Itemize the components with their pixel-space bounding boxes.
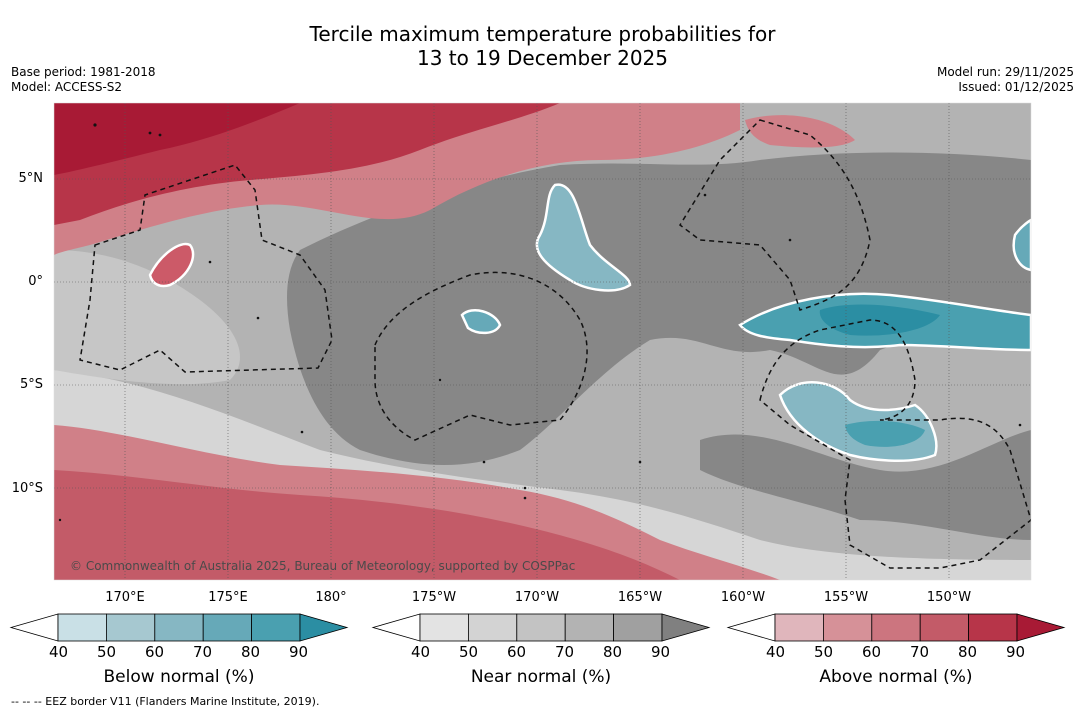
above-normal-segment xyxy=(823,613,873,642)
below-normal-segment xyxy=(57,613,107,642)
tick-below-60: 60 xyxy=(145,643,165,661)
colorbar-below-normal xyxy=(9,613,349,642)
colorbar-title-near: Near normal (%) xyxy=(470,667,612,687)
tick-near-80: 80 xyxy=(603,643,623,661)
below-normal-segment xyxy=(154,613,204,642)
lon-label-175w: 175°W xyxy=(411,590,457,605)
below-normal-central-patch xyxy=(535,183,632,292)
title-line-1: Tercile maximum temperature probabilitie… xyxy=(309,22,776,46)
lat-label-10s: 10°S xyxy=(11,481,43,496)
near-normal-extend-high xyxy=(661,613,711,642)
lon-label-170w: 170°W xyxy=(514,590,560,605)
above-normal-north-peak xyxy=(54,103,300,175)
lon-label-150w: 150°W xyxy=(926,590,972,605)
eez-footer-note: -- -- -- EEZ border V11 (Flanders Marine… xyxy=(11,695,320,708)
meta-right: Model run: 29/11/2025 Issued: 01/12/2025 xyxy=(937,65,1074,95)
above-normal-extend-high xyxy=(1016,613,1066,642)
below-normal-far-east-edge xyxy=(1012,218,1031,272)
model-name: Model: ACCESS-S2 xyxy=(11,80,123,94)
tick-above-70: 70 xyxy=(910,643,930,661)
chart-title: Tercile maximum temperature probabilitie… xyxy=(0,22,1085,70)
tick-near-90: 90 xyxy=(651,643,671,661)
lat-label-5s: 5°S xyxy=(19,377,43,392)
above-normal-segment xyxy=(871,613,921,642)
tick-above-50: 50 xyxy=(814,643,834,661)
near-normal-segment xyxy=(467,613,518,642)
tick-near-70: 70 xyxy=(555,643,575,661)
tick-below-90: 90 xyxy=(289,643,309,661)
tick-near-40: 40 xyxy=(411,643,431,661)
tick-below-80: 80 xyxy=(241,643,261,661)
map-gridlines xyxy=(54,103,1031,580)
below-normal-segment xyxy=(106,613,156,642)
lon-label-155w: 155°W xyxy=(823,590,869,605)
map-frame xyxy=(53,102,1032,581)
tick-above-90: 90 xyxy=(1006,643,1026,661)
lon-label-160w: 160°W xyxy=(720,590,766,605)
tick-above-40: 40 xyxy=(766,643,786,661)
below-normal-segment xyxy=(202,613,252,642)
above-normal-segment xyxy=(774,613,824,642)
near-normal-segment xyxy=(516,613,566,642)
above-normal-extend-low xyxy=(726,613,776,642)
below-normal-small-patch xyxy=(460,309,502,335)
near-normal-core-east xyxy=(700,430,1031,540)
near-normal-core-region xyxy=(287,152,1031,465)
base-period: Base period: 1981-2018 xyxy=(11,65,156,79)
ticks-below-normal: 40 50 60 70 80 90 40 50 60 70 80 90 40 5… xyxy=(0,643,1085,665)
below-normal-segment xyxy=(251,613,301,642)
tick-below-70: 70 xyxy=(193,643,213,661)
title-line-2: 13 to 19 December 2025 xyxy=(416,46,668,70)
below-normal-east-core xyxy=(819,304,940,336)
above-normal-island-patch xyxy=(148,242,195,288)
below-normal-extend-low xyxy=(9,613,59,642)
tick-near-50: 50 xyxy=(459,643,479,661)
lat-label-0: 0° xyxy=(28,274,43,289)
colorbar-title-below: Below normal (%) xyxy=(103,667,255,687)
colorbars-graphic xyxy=(9,613,1066,642)
near-normal-extend-low xyxy=(371,613,421,642)
lon-label-180: 180° xyxy=(315,590,347,605)
colorbar-near-normal xyxy=(371,613,711,642)
lon-label-170e: 170°E xyxy=(105,590,145,605)
above-normal-segment xyxy=(919,613,970,642)
near-normal-segment xyxy=(613,613,663,642)
issue-date: Issued: 01/12/2025 xyxy=(958,80,1074,94)
tick-below-50: 50 xyxy=(97,643,117,661)
below-normal-southeast-core xyxy=(845,420,925,447)
below-normal-extend-high xyxy=(299,613,349,642)
near-normal-light-band-west xyxy=(54,250,240,385)
near-normal-segment xyxy=(419,613,469,642)
model-run: Model run: 29/11/2025 xyxy=(936,65,1074,79)
above-normal-south-core xyxy=(54,470,680,580)
island-specks xyxy=(58,123,1022,522)
tick-near-60: 60 xyxy=(507,643,527,661)
eez-borders xyxy=(79,119,1031,569)
colorbar-above-normal xyxy=(726,613,1066,642)
lon-label-165w: 165°W xyxy=(617,590,663,605)
map-panel xyxy=(54,103,1031,580)
tick-above-60: 60 xyxy=(862,643,882,661)
near-normal-segment xyxy=(564,613,615,642)
above-normal-segment xyxy=(968,613,1018,642)
lon-label-175e: 175°E xyxy=(208,590,248,605)
tick-above-80: 80 xyxy=(958,643,978,661)
meta-left: Base period: 1981-2018 Model: ACCESS-S2 xyxy=(11,65,156,95)
lat-label-5n: 5°N xyxy=(18,171,44,186)
tick-below-40: 40 xyxy=(49,643,69,661)
copyright-notice: © Commonwealth of Australia 2025, Bureau… xyxy=(70,559,576,573)
colorbar-title-above: Above normal (%) xyxy=(819,667,973,687)
